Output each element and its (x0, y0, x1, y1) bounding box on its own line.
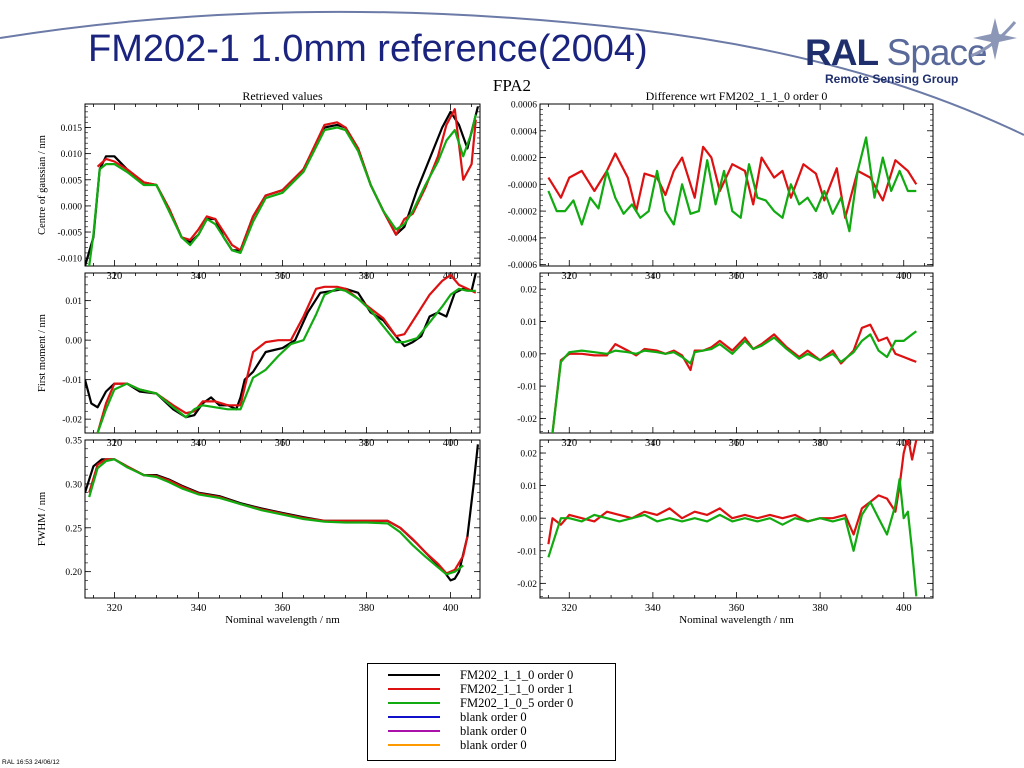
y-tick-label: 0.00 (520, 350, 537, 360)
y-tick-label: -0.01 (517, 547, 537, 557)
legend-item: blank order 0 (368, 710, 615, 724)
x-tick-label: 340 (645, 603, 661, 614)
y-tick-label: 0.02 (520, 286, 537, 296)
legend-item: blank order 0 (368, 724, 615, 738)
legend-label: blank order 0 (460, 738, 527, 752)
legend-label: FM202_1_1_0 order 1 (460, 682, 573, 696)
y-tick-label: 0.015 (61, 124, 83, 134)
y-tick-label: 0.00 (520, 515, 537, 525)
y-tick-label: -0.02 (517, 580, 537, 590)
series-line (98, 275, 476, 433)
chart-title: Retrieved values (242, 89, 323, 103)
y-tick-label: 0.02 (520, 450, 537, 460)
chart-grid: 320 340 360 380 400 -0.010 -0.005 0.000 0.005 0.0… (0, 0, 1024, 660)
legend-label: blank order 0 (460, 724, 527, 738)
chart-legend: FM202_1_1_0 order 0 FM202_1_1_0 order 1 … (367, 663, 616, 761)
legend-item: FM202_1_1_0 order 1 (368, 682, 615, 696)
series-line (553, 331, 917, 433)
series-line (85, 107, 478, 266)
y-tick-label: 0.25 (65, 524, 82, 534)
y-tick-label: -0.005 (57, 229, 82, 239)
y-tick-label: -0.010 (57, 255, 82, 265)
chart-title: Difference wrt FM202_1_1_0 order 0 (646, 89, 828, 103)
y-tick-label: -0.02 (62, 416, 82, 426)
y-tick-label: -0.02 (517, 415, 537, 425)
y-tick-label: 0.00 (65, 337, 82, 347)
x-tick-label: 400 (896, 603, 912, 614)
series-line (548, 479, 916, 596)
legend-item: FM202_1_0_5 order 0 (368, 696, 615, 710)
y-tick-label: 0.20 (65, 568, 82, 578)
x-tick-label: 360 (729, 603, 745, 614)
legend-swatch (388, 730, 440, 732)
y-tick-label: -0.0002 (508, 208, 538, 218)
x-tick-label: 340 (191, 603, 207, 614)
y-axis-label: FWHM / nm (37, 492, 48, 546)
y-tick-label: 0.35 (65, 437, 82, 447)
series-line (548, 138, 916, 232)
legend-label: blank order 0 (460, 710, 527, 724)
x-tick-label: 380 (359, 603, 375, 614)
series-line (98, 109, 476, 250)
series-line (85, 273, 476, 417)
y-tick-label: -0.01 (517, 383, 537, 393)
x-tick-label: 320 (107, 603, 123, 614)
y-tick-label: 0.000 (61, 202, 83, 212)
footer-timestamp: RAL 16:53 24/06/12 (2, 759, 60, 766)
plot-frame (85, 440, 480, 598)
y-tick-label: 0.01 (520, 318, 537, 328)
y-tick-label: 0.0002 (511, 154, 537, 164)
y-tick-label: -0.0000 (508, 181, 538, 191)
y-tick-label: -0.01 (62, 376, 82, 386)
legend-swatch (388, 674, 440, 676)
legend-item: blank order 0 (368, 738, 615, 752)
x-tick-label: 360 (275, 603, 291, 614)
legend-swatch (388, 744, 440, 746)
y-tick-label: 0.010 (61, 150, 83, 160)
x-axis-label: Nominal wavelength / nm (225, 614, 340, 626)
series-line (548, 437, 916, 545)
x-tick-label: 400 (443, 603, 459, 614)
x-tick-label: 320 (561, 603, 577, 614)
y-axis-label: Centre of gaussian / nm (37, 135, 48, 235)
x-tick-label: 380 (812, 603, 828, 614)
legend-label: FM202_1_0_5 order 0 (460, 696, 573, 710)
y-tick-label: -0.0006 (508, 261, 538, 271)
legend-swatch (388, 688, 440, 690)
y-tick-label: 0.01 (65, 297, 82, 307)
y-tick-label: 0.0006 (511, 101, 537, 111)
series-line (89, 459, 463, 574)
y-tick-label: 0.30 (65, 480, 82, 490)
x-axis-label: Nominal wavelength / nm (679, 614, 794, 626)
y-axis-label: First moment / nm (37, 314, 48, 392)
legend-item: FM202_1_1_0 order 0 (368, 668, 615, 682)
y-tick-label: -0.0004 (508, 234, 538, 244)
legend-label: FM202_1_1_0 order 0 (460, 668, 573, 682)
y-tick-label: 0.01 (520, 482, 537, 492)
legend-swatch (388, 702, 440, 704)
legend-swatch (388, 716, 440, 718)
y-tick-label: 0.0004 (511, 127, 537, 137)
y-tick-label: 0.005 (61, 176, 83, 186)
